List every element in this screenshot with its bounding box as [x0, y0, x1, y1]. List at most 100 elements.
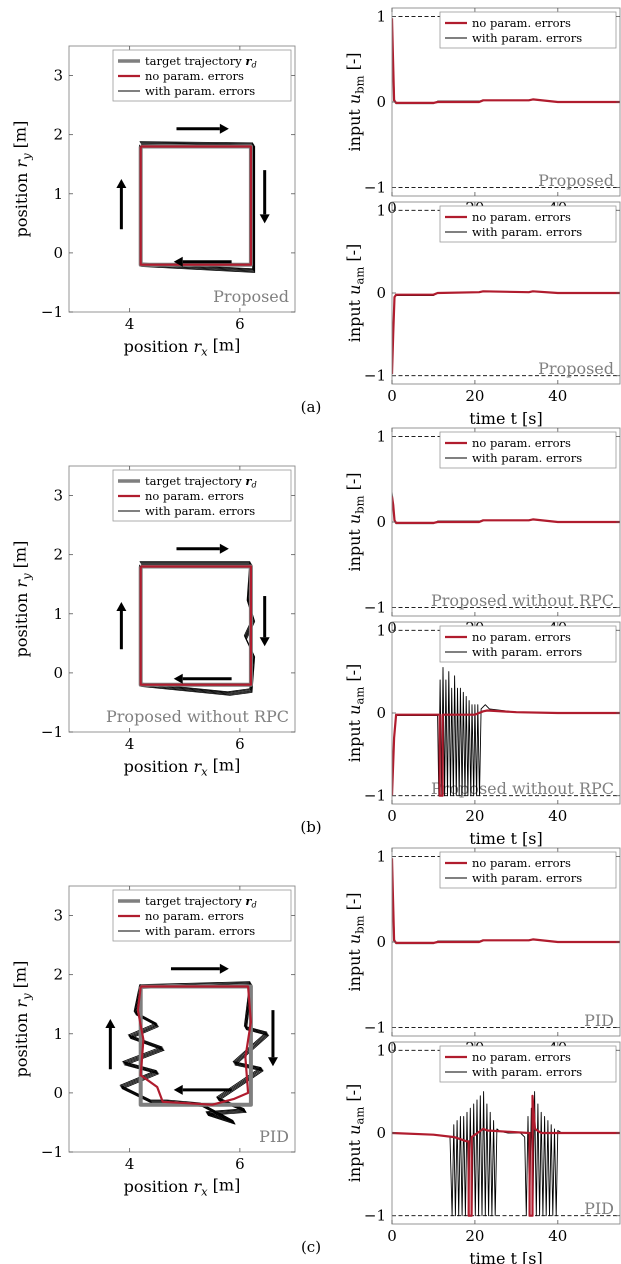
- y-tick-label: 1: [376, 8, 386, 26]
- direction-arrow-head: [259, 214, 270, 224]
- y-tick-label: 0: [53, 1084, 63, 1102]
- controller-annotation: PID: [584, 1199, 614, 1218]
- y-axis-label: position ry [m]: [11, 121, 34, 238]
- y-tick-label: 0: [376, 93, 386, 111]
- controller-annotation: PID: [259, 1127, 289, 1146]
- series-line-with-param-errors: [392, 667, 620, 797]
- series-line-target: [138, 564, 253, 687]
- controller-annotation: Proposed: [538, 359, 614, 378]
- plot-frame: [68, 465, 296, 733]
- direction-arrow-head: [173, 1084, 183, 1095]
- x-tick-label: 6: [235, 1155, 245, 1173]
- plot-frame: [68, 45, 296, 313]
- x-tick-label: 20: [465, 807, 484, 825]
- y-tick-label: −1: [364, 178, 386, 196]
- y-tick-label: 0: [53, 244, 63, 262]
- series-line-with-param-errors: [392, 1091, 620, 1217]
- legend-box: [112, 49, 292, 102]
- series-line-with-param-errors: [139, 142, 254, 271]
- x-tick-label: 6: [235, 735, 245, 753]
- y-tick-label: −1: [41, 1143, 63, 1161]
- trajectory-plot: Proposed 4 6 −1 0 1 2 3 position rx [m] position …: [11, 45, 296, 359]
- y-tick-label: 2: [53, 546, 63, 564]
- series-line-no-param-errors: [136, 985, 252, 1106]
- direction-arrow-head: [116, 179, 127, 188]
- y-tick-label: 0: [53, 664, 63, 682]
- y-tick-label: 1: [53, 1025, 63, 1043]
- x-tick-label: 20: [465, 387, 484, 405]
- panel-label: (a): [301, 398, 322, 416]
- y-tick-label: 0: [376, 284, 386, 302]
- legend-box: [439, 205, 617, 243]
- legend-entry: no param. errors: [472, 436, 571, 450]
- legend-entry: target trajectory rd: [145, 894, 257, 909]
- y-tick-label: 2: [53, 966, 63, 984]
- y-axis-label: position ry [m]: [11, 541, 34, 658]
- legend-box: [439, 625, 617, 663]
- y-tick-label: −1: [364, 1018, 386, 1036]
- y-tick-label: −1: [41, 723, 63, 741]
- series-line-no-param-errors: [392, 18, 620, 105]
- series-line-with-param-errors: [140, 564, 255, 695]
- x-tick-label: 40: [548, 807, 567, 825]
- legend-entry: with param. errors: [472, 451, 582, 465]
- series-line-with-param-errors: [139, 561, 254, 693]
- trajectory-plot: PID 4 6 −1 0 1 2 3 position rx [m] position ry [m…: [11, 885, 296, 1198]
- x-tick-label: 4: [125, 1155, 135, 1173]
- series-line-with-param-errors: [141, 564, 256, 696]
- trajectory-plot: Proposed without RPC 4 6 −1 0 1 2 3 position rx …: [11, 465, 296, 778]
- y-axis-label: input uam [-]: [344, 244, 367, 343]
- panel-label: (b): [300, 818, 321, 836]
- legend-entry: with param. errors: [472, 225, 582, 239]
- y-tick-label: 0: [376, 933, 386, 951]
- legend-entry: no param. errors: [472, 856, 571, 870]
- y-tick-label: 1: [376, 1041, 386, 1059]
- y-tick-label: 1: [53, 185, 63, 203]
- y-tick-label: 1: [376, 621, 386, 639]
- x-tick-label: 40: [548, 387, 567, 405]
- x-tick-label: 4: [125, 315, 135, 333]
- direction-arrow-head: [173, 256, 183, 267]
- y-tick-label: −1: [364, 1207, 386, 1225]
- y-axis-label: input uam [-]: [344, 1084, 367, 1183]
- legend-box: [112, 889, 292, 942]
- series-line-with-param-errors: [139, 562, 254, 694]
- series-line-with-param-errors: [140, 144, 255, 272]
- y-tick-label: 3: [53, 67, 63, 85]
- series-line-with-param-errors: [140, 143, 255, 272]
- y-tick-label: 0: [376, 704, 386, 722]
- legend-entry: with param. errors: [472, 645, 582, 659]
- y-tick-label: 3: [53, 907, 63, 925]
- x-tick-label: 0: [387, 807, 397, 825]
- panel-label: (c): [301, 1238, 321, 1256]
- legend-entry: no param. errors: [472, 1050, 571, 1064]
- series-line-no-param-errors: [392, 496, 620, 525]
- controller-annotation: Proposed without RPC: [431, 779, 614, 798]
- legend-box: [439, 1045, 617, 1083]
- controller-annotation: Proposed without RPC: [431, 591, 614, 610]
- legend-entry: no param. errors: [472, 16, 571, 30]
- y-axis-label: input ubm [-]: [344, 472, 367, 571]
- x-tick-label: 0: [387, 387, 397, 405]
- controller-annotation: Proposed without RPC: [106, 707, 289, 726]
- legend-entry: no param. errors: [472, 210, 571, 224]
- x-axis-label: position rx [m]: [124, 336, 241, 359]
- direction-arrow-head: [219, 543, 229, 554]
- series-line-no-param-errors: [392, 1094, 620, 1217]
- y-tick-label: −1: [364, 787, 386, 805]
- series-line-no-param-errors: [139, 565, 252, 686]
- legend-entry: with param. errors: [472, 31, 582, 45]
- direction-arrow-head: [105, 1019, 116, 1028]
- legend-box: [439, 851, 617, 889]
- legend-entry: no param. errors: [472, 630, 571, 644]
